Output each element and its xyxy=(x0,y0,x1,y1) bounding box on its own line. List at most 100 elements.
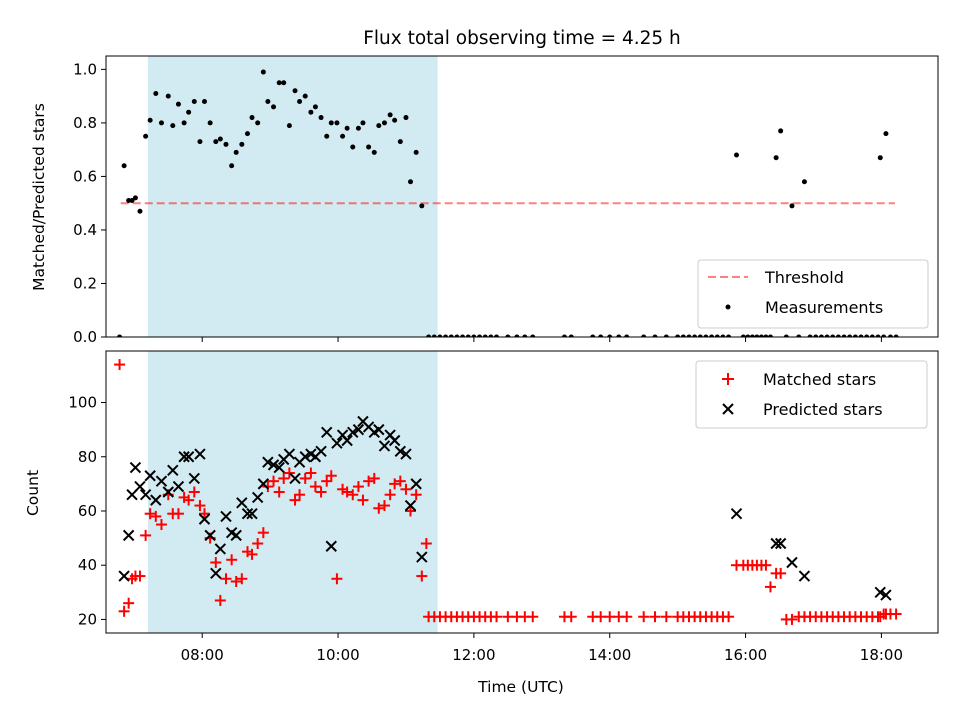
measurement-point xyxy=(381,120,387,126)
matched-star-point xyxy=(257,527,269,539)
predicted-star-point xyxy=(299,451,311,463)
predicted-star-point xyxy=(162,486,174,498)
matched-star-point xyxy=(305,467,317,479)
measurement-point xyxy=(773,155,779,161)
matched-star-point xyxy=(188,486,200,498)
matched-legend-swatch xyxy=(722,373,734,385)
predicted-star-point xyxy=(214,543,227,555)
matched-star-point xyxy=(230,575,242,587)
matched-star-point xyxy=(118,605,130,617)
measurement-point xyxy=(397,139,403,145)
bottom-y-tick-label: 60 xyxy=(78,502,97,520)
predicted-star-point xyxy=(230,529,242,542)
matched-star-point xyxy=(352,481,364,493)
matched-star-point xyxy=(389,478,401,490)
measurement-point xyxy=(132,195,138,201)
predicted-star-point xyxy=(331,437,343,449)
bottom-axes-frame xyxy=(105,350,939,634)
matched-star-point xyxy=(775,567,787,579)
measurement-point xyxy=(783,334,789,337)
predicted-star-point xyxy=(880,589,892,601)
measurement-point xyxy=(881,334,887,337)
predicted-star-point xyxy=(394,445,407,458)
predicted-star-point xyxy=(770,537,782,550)
predicted-star-point xyxy=(321,426,333,439)
measurement-point xyxy=(561,334,567,337)
measurement-point xyxy=(340,133,346,139)
measurement-point xyxy=(734,152,740,158)
bottom-y-tick-label: 80 xyxy=(78,448,97,466)
matched-star-point xyxy=(890,608,902,620)
measurement-point xyxy=(893,334,899,337)
measurement-point xyxy=(686,334,692,337)
bottom-x-tick-label: 16:00 xyxy=(724,646,767,664)
matched-star-point xyxy=(331,573,343,585)
bottom-y-tick-label: 40 xyxy=(78,556,97,574)
matched-star-point xyxy=(140,529,152,541)
matched-star-point xyxy=(760,559,772,571)
top-y-tick-label: 1.0 xyxy=(73,60,97,78)
measurement-point xyxy=(437,334,443,337)
matched-star-point xyxy=(246,548,258,560)
matched-star-point xyxy=(368,472,380,484)
measurement-point xyxy=(813,334,819,337)
measurement-point xyxy=(271,104,277,110)
predicted-legend-label: Predicted stars xyxy=(763,400,883,419)
measurement-point xyxy=(443,334,449,337)
measurement-point xyxy=(239,141,245,147)
matched-star-point xyxy=(214,594,226,606)
measurement-point xyxy=(117,334,123,337)
measurement-point xyxy=(260,69,266,75)
measurement-point xyxy=(312,104,318,110)
predicted-star-point xyxy=(220,510,232,523)
matched-star-point xyxy=(638,611,650,623)
matched-star-point xyxy=(220,573,232,585)
predicted-star-point xyxy=(283,448,296,460)
measurement-point xyxy=(371,149,377,155)
bottom-y-tick-label: 100 xyxy=(68,394,97,412)
measurement-point xyxy=(465,334,471,337)
measurement-point xyxy=(366,144,372,150)
matched-star-point xyxy=(325,470,337,482)
measurements-legend-label: Measurements xyxy=(765,298,883,317)
measurement-point xyxy=(505,334,511,337)
top-y-axis-label: Matched/Predicted stars xyxy=(30,103,48,291)
matched-star-point xyxy=(252,538,264,550)
measurement-point xyxy=(324,133,330,139)
matched-star-point xyxy=(315,486,327,498)
threshold-legend-label: Threshold xyxy=(764,268,844,287)
measurement-point xyxy=(265,98,271,104)
measurement-point xyxy=(709,334,715,337)
top-legend: Threshold Measurements xyxy=(697,259,929,329)
matched-star-point xyxy=(649,611,661,623)
measurement-point xyxy=(841,334,847,337)
matched-star-point xyxy=(144,508,156,520)
measurement-point xyxy=(864,334,870,337)
measurement-point xyxy=(334,120,340,126)
predicted-star-point xyxy=(347,426,359,439)
top-y-tick-label: 0.4 xyxy=(73,221,97,239)
measurement-point xyxy=(758,334,764,337)
measurement-point xyxy=(223,141,229,147)
measurement-point xyxy=(328,120,334,126)
predicted-star-point xyxy=(378,440,391,452)
measurement-point xyxy=(530,334,536,337)
matched-star-point xyxy=(236,573,248,585)
measurement-point xyxy=(641,334,647,337)
predicted-star-point xyxy=(404,499,417,512)
measurement-point xyxy=(883,131,889,137)
matched-star-point xyxy=(268,475,280,487)
matched-star-point xyxy=(172,508,184,520)
matched-star-point xyxy=(621,611,633,623)
measurement-point xyxy=(824,334,830,337)
top-axes-frame xyxy=(105,55,939,338)
matched-star-point xyxy=(114,359,126,371)
predicted-star-point xyxy=(172,480,185,493)
matched-star-point xyxy=(660,611,672,623)
matched-star-point xyxy=(416,570,428,582)
measurement-point xyxy=(789,203,795,209)
measurement-point xyxy=(830,334,836,337)
measurement-point xyxy=(697,334,703,337)
measurement-point xyxy=(255,120,261,126)
predicted-star-point xyxy=(155,475,168,487)
